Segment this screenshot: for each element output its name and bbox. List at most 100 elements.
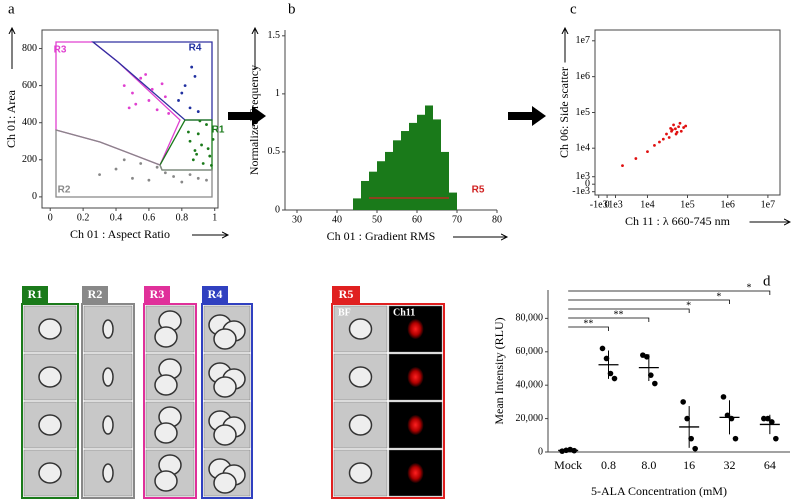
y-tick-label: 1e6 bbox=[576, 71, 590, 82]
flow-arrow bbox=[228, 106, 266, 126]
point bbox=[769, 419, 775, 425]
cell bbox=[38, 414, 62, 436]
plot-frame bbox=[41, 29, 219, 209]
point bbox=[195, 152, 199, 156]
significance-bracket bbox=[568, 308, 690, 313]
x-tick-label: 32 bbox=[724, 458, 736, 472]
point bbox=[114, 167, 118, 171]
x-tick-label: 1e6 bbox=[720, 199, 734, 210]
gallery-tab bbox=[332, 286, 360, 304]
point bbox=[147, 178, 151, 182]
point bbox=[661, 137, 665, 141]
point bbox=[665, 132, 668, 136]
x-tick-label: -1e3 bbox=[590, 199, 608, 210]
y-tick-label: 1.5 bbox=[268, 30, 281, 41]
point bbox=[674, 132, 678, 136]
bar bbox=[377, 161, 385, 210]
point bbox=[571, 447, 577, 454]
point bbox=[672, 123, 675, 127]
column-label: Ch11 bbox=[393, 307, 415, 318]
point bbox=[188, 106, 192, 110]
y-axis-label: Normalized Frequency bbox=[247, 65, 261, 175]
significance-bracket bbox=[568, 326, 609, 331]
cell bbox=[407, 367, 424, 387]
point bbox=[611, 375, 618, 382]
y-tick-label: 60,000 bbox=[516, 346, 544, 357]
gallery-label: R1 bbox=[28, 287, 43, 301]
y-tick-label: 200 bbox=[22, 154, 37, 165]
x-tick-label: 0.2 bbox=[77, 212, 90, 223]
cell bbox=[38, 366, 62, 388]
point bbox=[728, 415, 735, 422]
x-tick-label: 1 bbox=[212, 212, 217, 223]
cell bbox=[213, 424, 237, 446]
point bbox=[139, 76, 143, 80]
point bbox=[167, 112, 171, 115]
cell bbox=[102, 319, 114, 339]
significance-bracket bbox=[568, 317, 650, 322]
y-tick-label: 80,000 bbox=[516, 313, 544, 324]
cell bbox=[102, 415, 114, 435]
gates bbox=[55, 41, 213, 198]
point bbox=[198, 119, 202, 123]
x-axis-label: 5-ALA Concentration (mM) bbox=[591, 484, 727, 498]
point bbox=[761, 415, 767, 422]
x-tick-label: 1e5 bbox=[680, 199, 694, 210]
point bbox=[155, 165, 159, 169]
y-tick-label: 1 bbox=[275, 88, 280, 99]
point bbox=[196, 132, 200, 136]
gate-label: R5 bbox=[472, 185, 485, 196]
y-tick-label: 0 bbox=[585, 179, 590, 190]
point bbox=[201, 162, 205, 165]
point bbox=[669, 126, 673, 130]
x-tick-label: 50 bbox=[372, 214, 382, 225]
cell bbox=[38, 318, 62, 340]
x-tick-label: 1e3 bbox=[608, 199, 622, 210]
x-tick-label: 0 bbox=[605, 199, 610, 210]
x-tick-label: 1e7 bbox=[761, 199, 775, 210]
point bbox=[177, 99, 180, 102]
x-tick-label: 8.0 bbox=[641, 458, 656, 472]
point bbox=[652, 380, 658, 387]
point bbox=[692, 445, 698, 452]
bar bbox=[417, 114, 425, 210]
x-axis-label: Ch 11 : λ 660-745 nm bbox=[625, 214, 731, 228]
point bbox=[180, 91, 184, 95]
x-axis-label: Ch 01 : Aspect Ratio bbox=[70, 227, 170, 241]
gallery-frame bbox=[331, 303, 445, 499]
point bbox=[634, 157, 638, 160]
gallery-label: R3 bbox=[150, 287, 165, 301]
x-tick-label: 0.6 bbox=[143, 212, 156, 223]
point bbox=[658, 140, 661, 144]
point bbox=[211, 137, 215, 141]
bar bbox=[433, 119, 441, 210]
bar bbox=[369, 171, 377, 210]
point bbox=[193, 149, 197, 152]
point bbox=[196, 110, 200, 113]
point bbox=[188, 139, 192, 143]
point bbox=[155, 108, 159, 112]
y-tick-label: -1e3 bbox=[572, 186, 590, 197]
gate-label: R4 bbox=[189, 43, 202, 54]
point bbox=[144, 73, 148, 76]
y-tick-label: 1e5 bbox=[576, 107, 590, 118]
cell bbox=[38, 462, 62, 484]
point bbox=[674, 127, 677, 131]
cell bbox=[348, 318, 373, 340]
gate-label: R2 bbox=[58, 185, 71, 196]
x-tick-label: 0.4 bbox=[110, 212, 123, 223]
plot-frame bbox=[594, 29, 781, 196]
significance-label: ** bbox=[614, 309, 624, 320]
x-tick-label: 80 bbox=[492, 214, 502, 225]
cell bbox=[154, 326, 178, 348]
y-axis-label: Ch 01: Area bbox=[4, 89, 18, 148]
point bbox=[127, 106, 131, 110]
gallery-tab bbox=[144, 286, 170, 304]
cell bbox=[213, 472, 237, 494]
gallery-tab bbox=[202, 286, 228, 304]
point bbox=[172, 175, 175, 178]
cell bbox=[348, 414, 373, 436]
x-tick-label: 40 bbox=[332, 214, 342, 225]
flow-arrow bbox=[508, 106, 546, 126]
